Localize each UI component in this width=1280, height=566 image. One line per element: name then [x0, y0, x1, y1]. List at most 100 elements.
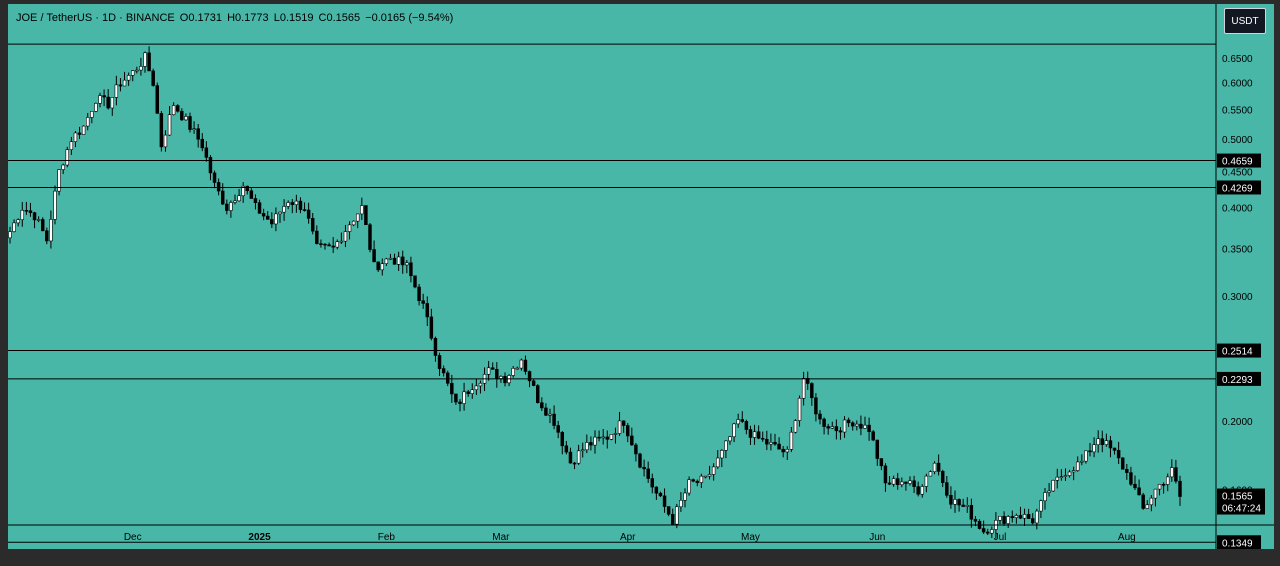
candle-down: [605, 436, 610, 440]
candle-down: [196, 128, 200, 140]
candle-down: [175, 105, 180, 112]
candle-down: [760, 437, 765, 440]
price-tick-label: 0.5500: [1222, 105, 1253, 116]
currency-button[interactable]: USDT: [1224, 8, 1266, 34]
candle-down: [556, 425, 560, 433]
candle-up: [351, 220, 356, 226]
candle-down: [531, 380, 536, 386]
candle-up: [126, 75, 131, 81]
chart-frame[interactable]: 0.6500 0.6000 0.5500 0.5000 0.4500 0.4000 0.35…: [8, 4, 1274, 549]
candle-down: [376, 261, 380, 271]
candle-down: [826, 426, 830, 429]
candle-up: [8, 231, 12, 239]
candle-up: [380, 263, 385, 271]
price-tick-label: 0.3500: [1222, 245, 1253, 256]
candle-down: [204, 147, 209, 158]
candle-up: [675, 506, 679, 525]
candle-up: [891, 478, 896, 485]
candle-down: [1141, 494, 1145, 509]
candle-down: [589, 442, 593, 446]
candle-down: [1112, 447, 1117, 451]
candle-down: [306, 209, 311, 219]
level-tag-label: 0.4269: [1222, 183, 1253, 194]
candle-up: [486, 367, 491, 375]
open-value: O0.1731: [179, 12, 222, 24]
candle-down: [249, 190, 254, 199]
candle-down: [572, 462, 577, 465]
candle-down: [695, 480, 700, 483]
candle-up: [396, 256, 401, 265]
candle-countdown-label: 06:47:24: [1222, 504, 1261, 515]
candle-up: [593, 436, 597, 446]
candle-down: [180, 110, 184, 121]
candle-down: [450, 382, 454, 395]
candle-up: [576, 450, 581, 464]
candle-up: [163, 134, 168, 148]
candle-down: [654, 486, 659, 494]
candle-up: [57, 169, 61, 192]
candle-down: [1120, 457, 1125, 470]
candle-up: [1096, 438, 1100, 446]
change-value: −0.0165 (−9.54%): [365, 12, 454, 24]
candle-down: [1137, 487, 1141, 496]
candle-down: [1002, 515, 1006, 524]
candle-up: [724, 440, 728, 451]
candle-up: [519, 359, 524, 369]
symbol-label[interactable]: JOE / TetherUS · 1D · BINANCE: [16, 12, 175, 24]
candle-down: [540, 402, 544, 409]
candle-up: [339, 240, 344, 243]
candle-down: [118, 84, 123, 87]
candle-down: [368, 224, 372, 250]
candle-up: [1170, 467, 1174, 478]
candle-down: [1116, 450, 1121, 459]
candle-down: [666, 506, 671, 515]
candle-up: [229, 202, 233, 211]
time-tick-label: Dec: [124, 532, 142, 543]
candle-up: [908, 480, 912, 484]
candle-down: [28, 210, 33, 213]
candle-up: [736, 419, 740, 425]
candle-up: [1092, 444, 1096, 453]
candle-up: [1104, 440, 1109, 445]
candle-up: [241, 185, 245, 197]
candle-up: [711, 466, 716, 475]
level-tag-bg: [1217, 535, 1261, 549]
candle-down: [621, 420, 626, 426]
level-tag-label: 0.2293: [1222, 375, 1253, 386]
candle-down: [392, 257, 397, 265]
level-tag-bg: [1217, 343, 1261, 358]
candle-down: [102, 95, 106, 98]
candle-up: [953, 499, 957, 505]
candle-up: [233, 200, 237, 203]
candle-down: [1161, 484, 1166, 486]
candle-down: [32, 212, 37, 221]
time-tick-label: Apr: [620, 532, 636, 543]
candle-down: [662, 495, 667, 507]
candle-down: [867, 424, 871, 432]
price-chart[interactable]: 0.6500 0.6000 0.5500 0.5000 0.4500 0.4000 0.35…: [8, 4, 1274, 549]
candle-down: [756, 431, 761, 439]
candle-down: [212, 172, 217, 183]
candle-down: [270, 219, 274, 225]
candle-down: [490, 367, 495, 370]
candle-up: [769, 442, 773, 445]
candle-down: [106, 96, 110, 109]
candle-down: [159, 113, 164, 148]
candle-down: [425, 303, 430, 318]
candle-down: [544, 407, 548, 416]
candle-up: [237, 195, 241, 202]
candle-up: [1084, 450, 1088, 462]
candle-up: [94, 103, 98, 112]
candle-down: [650, 478, 655, 488]
candle-down: [1108, 440, 1113, 449]
current-price-tag-bg: [1217, 488, 1265, 515]
candle-up: [613, 433, 618, 435]
candle-down: [846, 419, 851, 424]
candle-down: [535, 385, 540, 403]
candle-up: [1059, 476, 1064, 478]
candle-down: [912, 480, 916, 487]
candle-up: [707, 474, 712, 477]
candle-up: [965, 505, 970, 507]
candle-up: [135, 69, 139, 72]
